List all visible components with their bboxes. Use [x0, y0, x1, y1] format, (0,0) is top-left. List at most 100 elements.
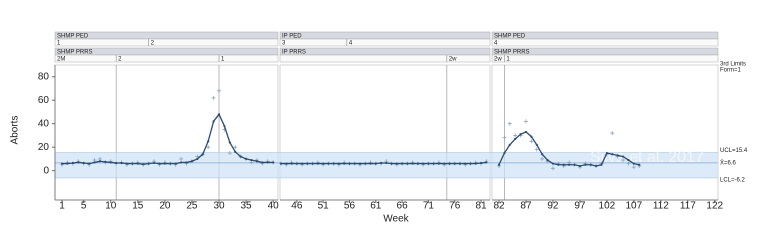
segment-label: 2M	[57, 56, 65, 62]
trend-point	[364, 162, 367, 165]
trend-point	[348, 162, 351, 165]
x-tick-label: 81	[475, 201, 487, 212]
x-tick-label: 102	[599, 201, 616, 212]
data-point	[507, 121, 512, 126]
segment-label: 4	[349, 40, 353, 46]
trend-point	[311, 162, 314, 165]
y-tick-label: 80	[38, 71, 50, 82]
trend-point	[514, 137, 517, 141]
trend-point	[390, 162, 393, 165]
x-tick-label: 92	[547, 201, 559, 212]
trend-point	[212, 120, 215, 123]
trend-point	[316, 162, 319, 165]
trend-point	[530, 135, 533, 138]
trend-point	[87, 162, 91, 165]
segment-label: 2	[151, 40, 155, 46]
data-point	[179, 156, 184, 161]
trend-point	[406, 162, 409, 165]
trend-point	[285, 162, 288, 165]
trend-point	[337, 162, 341, 165]
trend-point	[261, 161, 264, 164]
trend-point	[239, 155, 242, 158]
trend-point	[416, 162, 419, 165]
trend-point	[234, 150, 237, 153]
trend-point	[508, 143, 511, 146]
trend-point	[600, 163, 603, 166]
trend-point	[353, 162, 356, 165]
trend-point	[632, 162, 635, 165]
trend-point	[562, 163, 565, 166]
trend-point	[306, 162, 309, 165]
trend-point	[131, 162, 134, 165]
data-point	[233, 145, 238, 150]
trend-point	[535, 143, 538, 146]
trend-point	[244, 157, 248, 161]
trend-point	[551, 162, 555, 165]
trend-point	[611, 153, 614, 156]
x-tick-label: 112	[653, 201, 669, 212]
trend-point	[578, 164, 582, 168]
trend-point	[174, 162, 177, 165]
panel-bg	[279, 64, 491, 201]
x-tick-label: 20	[159, 201, 171, 212]
trend-point	[458, 162, 462, 165]
control-band	[55, 152, 718, 178]
data-point	[631, 165, 636, 170]
trend-point	[503, 151, 506, 155]
trend-point	[395, 162, 398, 165]
x-tick-label: 71	[423, 201, 435, 212]
trend-point	[217, 113, 221, 116]
segment-label: 2	[118, 56, 122, 62]
y-axis-label: Aborts	[10, 116, 21, 145]
trend-point	[196, 157, 199, 161]
trend-point	[589, 163, 592, 166]
trend-point	[266, 161, 269, 164]
segment-label: 2w	[494, 56, 502, 62]
trend-point	[201, 153, 204, 156]
trend-point	[66, 162, 69, 165]
x-tick-label: 40	[268, 201, 280, 212]
trend-point	[485, 161, 488, 164]
x-tick-label: 61	[370, 201, 382, 212]
data-point	[513, 133, 518, 138]
data-point	[227, 151, 232, 156]
data-point	[550, 166, 555, 171]
trend-point	[185, 161, 188, 164]
trend-point	[422, 162, 425, 165]
header-label: IP PRRS	[282, 49, 306, 55]
trend-point	[115, 161, 118, 165]
x-tick-label: 15	[132, 201, 144, 212]
trend-point	[546, 158, 549, 162]
trend-point	[638, 163, 641, 166]
header-cells	[54, 54, 279, 63]
trend-point	[584, 163, 587, 166]
trend-point	[250, 158, 253, 162]
trend-point	[180, 161, 183, 164]
trend-point	[374, 162, 377, 165]
data-point	[621, 158, 626, 163]
trend-point	[272, 161, 275, 164]
header-label: SHMP PED	[494, 33, 526, 39]
trend-point	[169, 162, 172, 165]
trend-point	[82, 161, 85, 165]
trend-point	[453, 162, 456, 165]
panel-bg	[54, 64, 279, 201]
trend-point	[223, 124, 226, 128]
data-point	[626, 161, 631, 166]
trend-point	[401, 162, 404, 165]
x-tick-label: 30	[213, 201, 225, 212]
data-point	[534, 147, 539, 152]
trend-point	[332, 162, 335, 165]
header-bar	[54, 31, 279, 40]
trend-point	[621, 155, 625, 158]
control-limit-label: X̄=6.6	[720, 160, 737, 167]
trend-point	[158, 162, 161, 165]
trend-point	[163, 162, 166, 165]
header-label: SHMP PED	[57, 33, 89, 39]
y-tick-label: 0	[43, 165, 49, 176]
trend-line	[281, 161, 487, 165]
x-tick-label: 1	[59, 201, 65, 212]
segment-label: 4	[494, 40, 498, 46]
trend-point	[474, 162, 477, 165]
header-bar	[491, 31, 719, 40]
